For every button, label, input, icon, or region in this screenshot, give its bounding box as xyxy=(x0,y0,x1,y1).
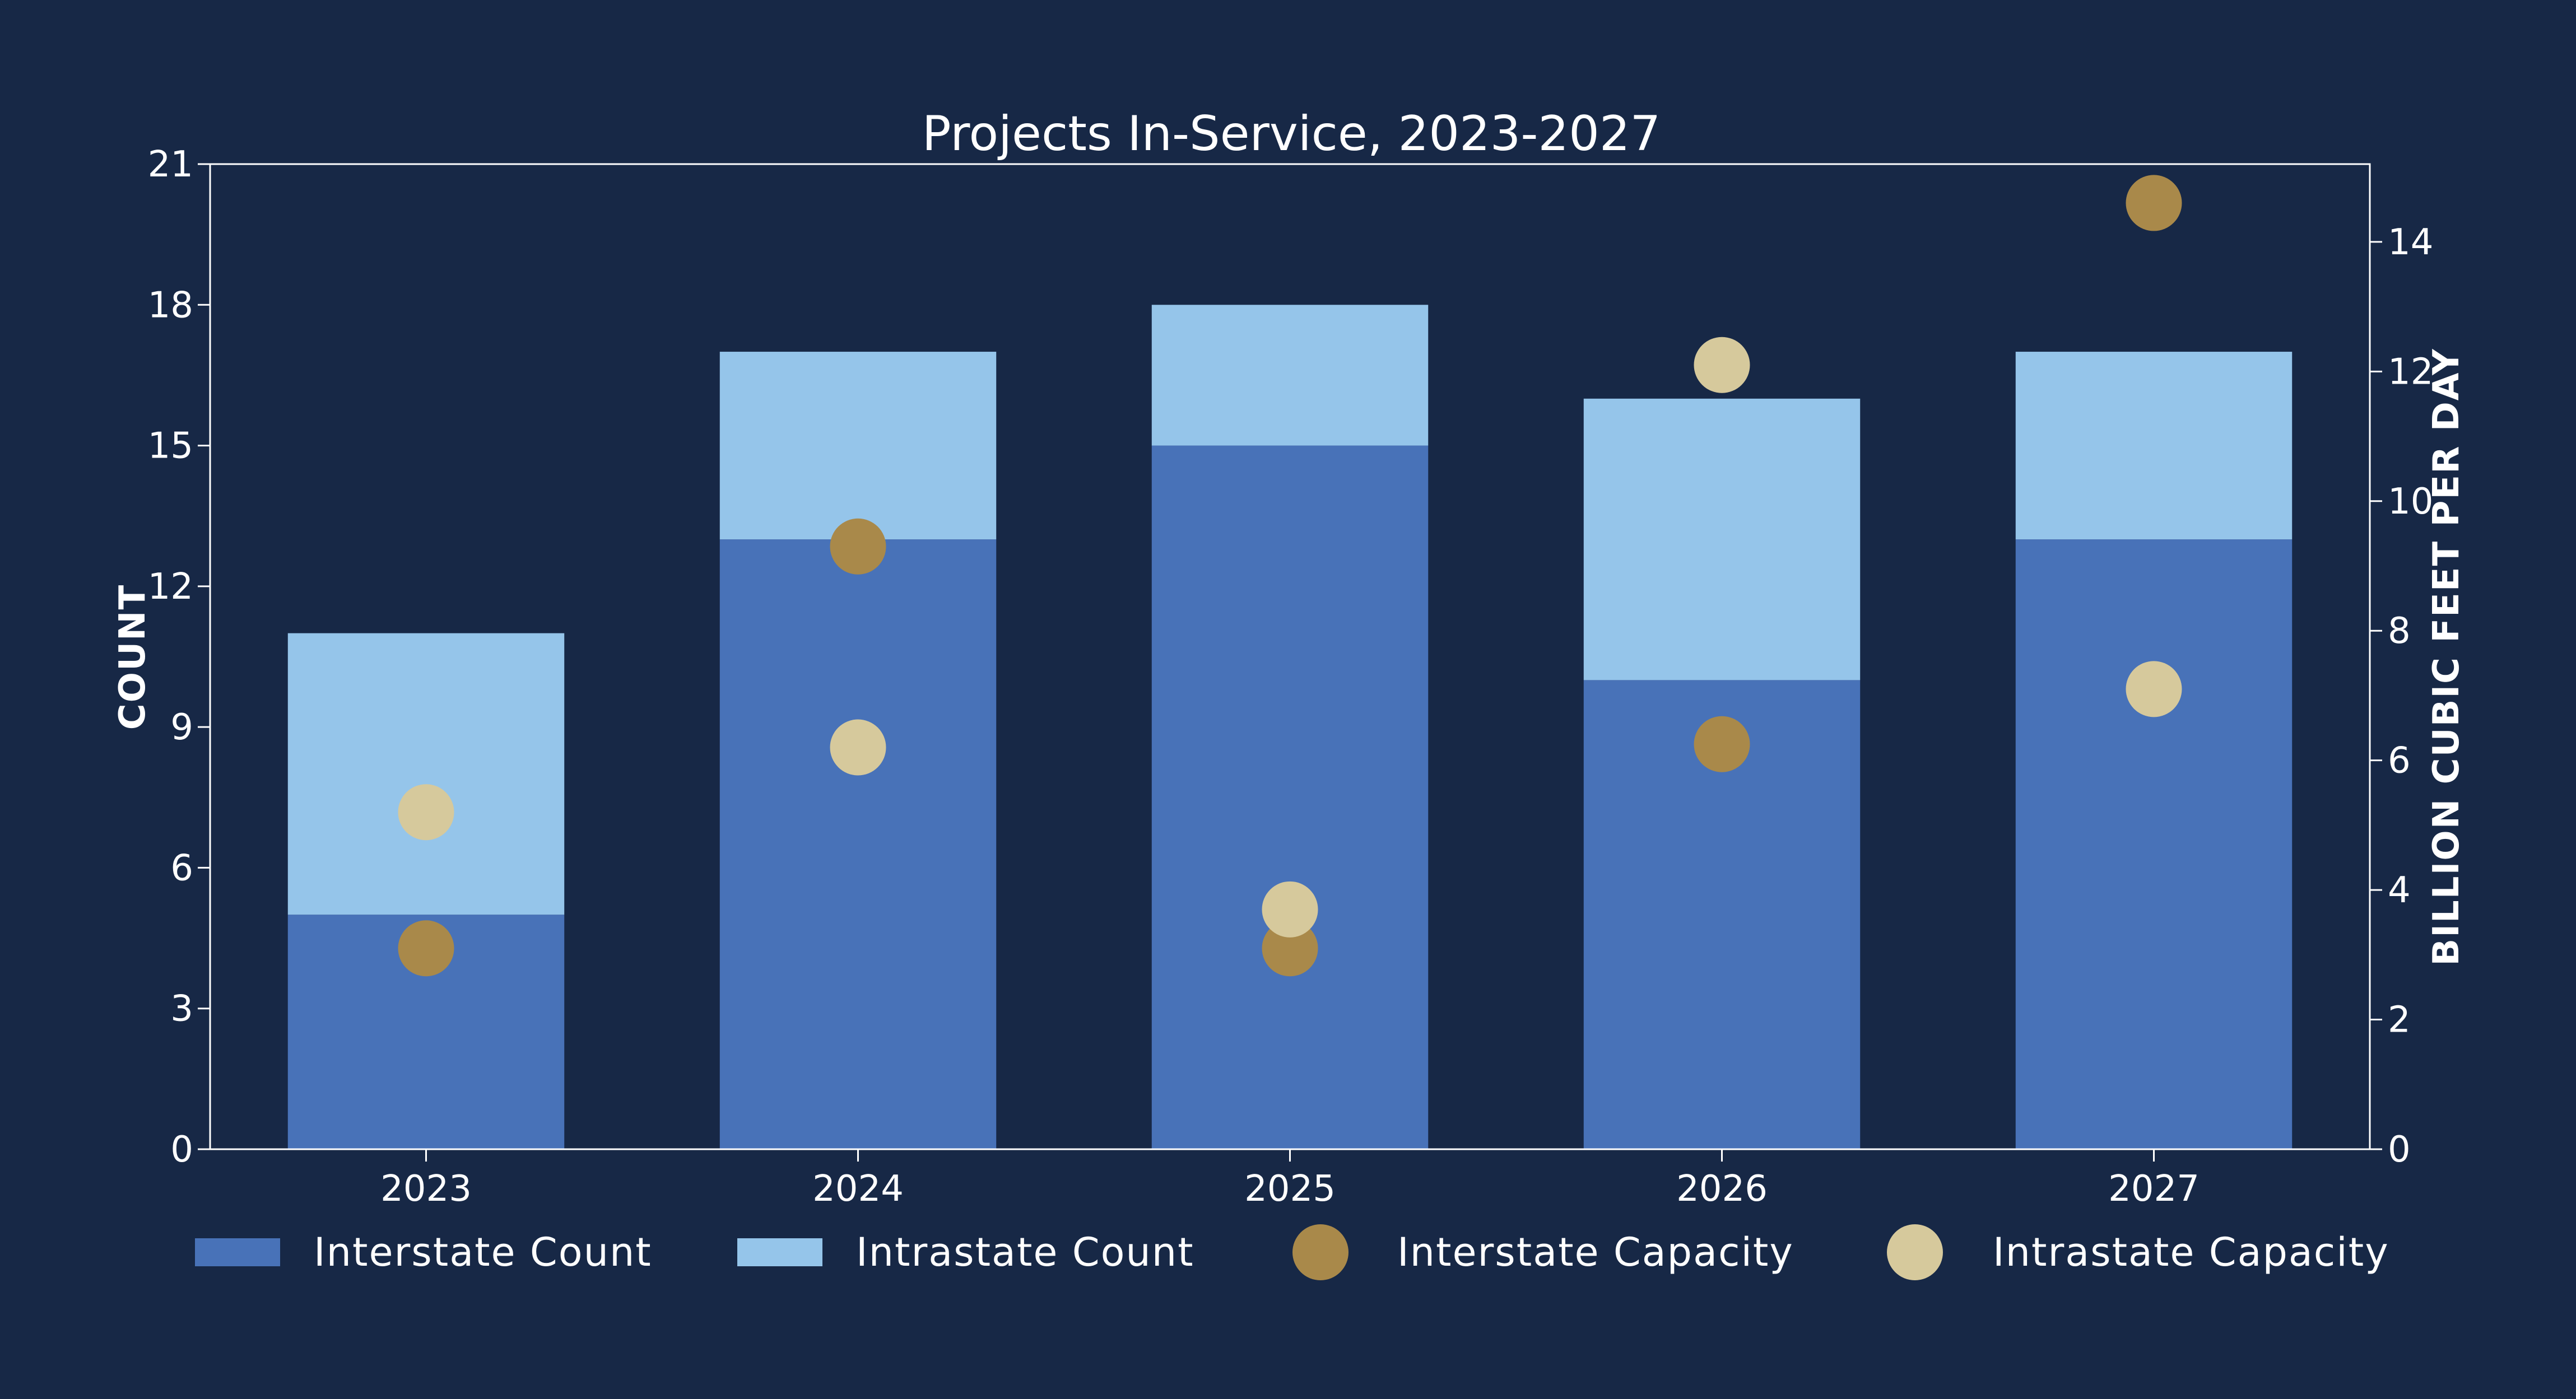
legend-label-intrastate-count: Intrastate Count xyxy=(856,1229,1194,1275)
point-interstate-capacity-2026 xyxy=(1694,716,1750,772)
point-intrastate-capacity-2023 xyxy=(398,784,454,841)
y-axis-title: COUNT xyxy=(112,584,154,730)
point-interstate-capacity-2023 xyxy=(398,920,454,977)
y2-tick-label: 14 xyxy=(2388,222,2433,263)
y2-tick-label: 8 xyxy=(2388,610,2411,652)
x-tick-label: 2027 xyxy=(2108,1168,2200,1210)
legend-swatch-intrastate-count xyxy=(737,1238,822,1266)
bar-interstate-count-2027 xyxy=(2015,539,2293,1149)
point-intrastate-capacity-2025 xyxy=(1262,881,1318,938)
point-interstate-capacity-2027 xyxy=(2126,175,2182,231)
y-tick-label: 12 xyxy=(148,566,193,608)
y2-tick-label: 2 xyxy=(2388,1000,2411,1041)
point-intrastate-capacity-2026 xyxy=(1694,337,1750,393)
legend-swatch-interstate-count xyxy=(195,1238,280,1266)
point-intrastate-capacity-2024 xyxy=(830,719,886,776)
bar-intrastate-count-2026 xyxy=(1583,398,1861,680)
plot-area: 0 3 6 9 12 15 18 21 0 2 4 6 8 10 12 14 2023 2024 2025 2026 2… xyxy=(148,144,2434,1210)
point-interstate-capacity-2024 xyxy=(830,518,886,575)
y-tick-label: 18 xyxy=(148,285,193,326)
bar-intrastate-count-2024 xyxy=(719,352,997,540)
point-intrastate-capacity-2027 xyxy=(2126,661,2182,717)
legend-label-interstate-count: Interstate Count xyxy=(314,1229,652,1275)
legend-marker-intrastate-capacity xyxy=(1887,1224,1943,1280)
x-tick-label: 2024 xyxy=(812,1168,904,1210)
x-tick-label: 2026 xyxy=(1676,1168,1768,1210)
legend-label-interstate-capacity: Interstate Capacity xyxy=(1397,1229,1794,1275)
y2-tick-label: 6 xyxy=(2388,740,2411,782)
y2-tick-label: 0 xyxy=(2388,1129,2411,1171)
chart-title: Projects In-Service, 2023-2027 xyxy=(922,106,1661,162)
bar-interstate-count-2024 xyxy=(719,539,997,1149)
bar-intrastate-count-2023 xyxy=(287,633,565,915)
point-interstate-capacity-2025 xyxy=(1262,920,1318,977)
legend: Interstate Count Intrastate Count Intersta… xyxy=(195,1224,2389,1280)
bar-intrastate-count-2025 xyxy=(1151,305,1429,446)
y-tick-label: 6 xyxy=(170,847,193,889)
x-tick-label: 2023 xyxy=(380,1168,472,1210)
y2-tick-label: 4 xyxy=(2388,870,2411,911)
bar-intrastate-count-2027 xyxy=(2015,352,2293,540)
legend-label-intrastate-capacity: Intrastate Capacity xyxy=(1993,1229,2389,1275)
legend-marker-interstate-capacity xyxy=(1292,1224,1349,1280)
y-tick-label: 9 xyxy=(170,707,193,748)
y2-axis-title: BILLION CUBIC FEET PER DAY xyxy=(2426,348,2467,966)
y2-tick-label: 10 xyxy=(2388,481,2433,523)
x-tick-label: 2025 xyxy=(1244,1168,1336,1210)
y-tick-label: 3 xyxy=(170,988,193,1030)
bar-interstate-count-2025 xyxy=(1151,445,1429,1149)
y2-tick-label: 12 xyxy=(2388,351,2433,393)
y-tick-label: 15 xyxy=(148,426,193,467)
y-tick-label: 0 xyxy=(170,1129,193,1171)
y-tick-label: 21 xyxy=(148,144,193,185)
